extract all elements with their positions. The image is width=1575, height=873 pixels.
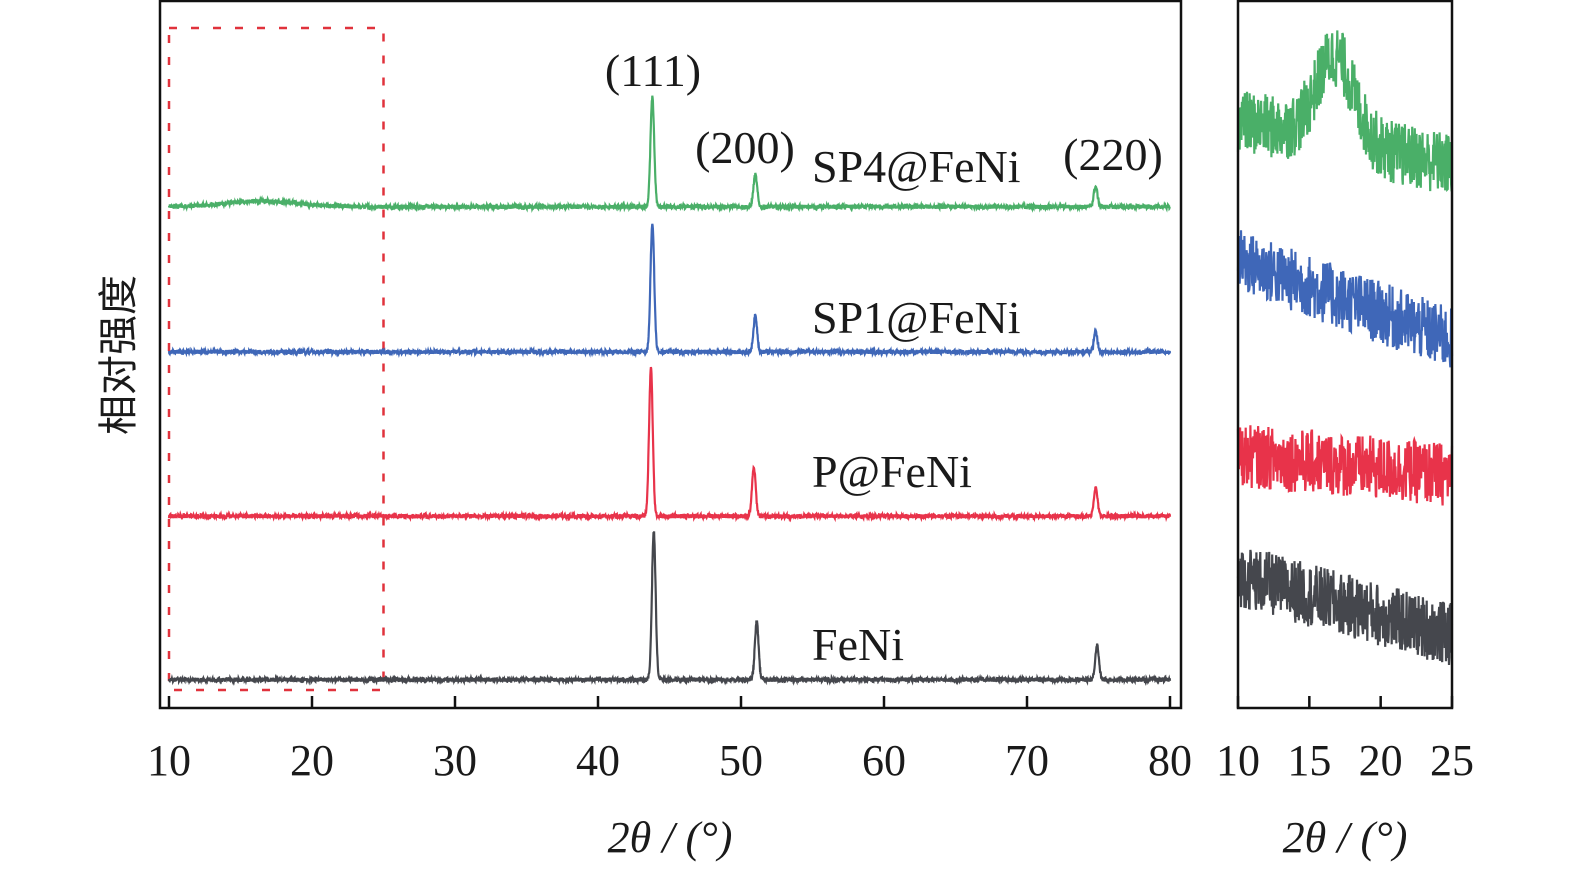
inset-series-line-3 xyxy=(1236,549,1454,666)
inset-x-tick-label: 20 xyxy=(1359,736,1403,785)
inset-series-line-0 xyxy=(1236,30,1454,193)
y-axis-label: 相对强度 xyxy=(96,275,142,435)
inset-plot: 10 15 20 25 xyxy=(1216,0,1474,785)
inset-series-line-2 xyxy=(1236,425,1454,506)
highlight-box xyxy=(167,26,385,692)
series-line-p-at-feni xyxy=(167,366,1172,523)
series-line-sp4-at-feni xyxy=(167,95,1171,213)
series-label: P@FeNi xyxy=(812,446,972,497)
inset-x-tick-label: 15 xyxy=(1287,736,1331,785)
x-tick-label: 30 xyxy=(433,736,477,785)
inset-series-line-1 xyxy=(1236,230,1454,368)
series-label: SP1@FeNi xyxy=(812,292,1021,343)
inset-x-tick-label: 25 xyxy=(1430,736,1474,785)
main-plot-frame xyxy=(158,0,1183,710)
inset-plot-frame xyxy=(1236,0,1454,710)
inset-x-axis-label: 2θ / (°) xyxy=(1283,813,1408,862)
x-tick-label: 50 xyxy=(719,736,763,785)
series-line-sp1-at-feni xyxy=(167,223,1172,359)
x-tick-label: 10 xyxy=(147,736,191,785)
series-label: SP4@FeNi xyxy=(812,141,1021,192)
x-tick-label: 20 xyxy=(290,736,334,785)
peak-label: (200) xyxy=(695,122,795,173)
peak-label: (220) xyxy=(1063,129,1163,180)
x-tick-label: 80 xyxy=(1148,736,1192,785)
x-tick-label: 70 xyxy=(1005,736,1049,785)
inset-x-tick-label: 10 xyxy=(1216,736,1260,785)
series-line-feni xyxy=(167,531,1172,686)
series-label: FeNi xyxy=(812,619,904,670)
peak-label: (111) xyxy=(605,45,701,96)
x-tick-label: 40 xyxy=(576,736,620,785)
x-tick-label: 60 xyxy=(862,736,906,785)
main-x-axis-label: 2θ / (°) xyxy=(608,813,733,862)
main-plot: SP4@FeNi SP1@FeNi P@FeNi FeNi (111) (200) (220… xyxy=(147,0,1192,785)
